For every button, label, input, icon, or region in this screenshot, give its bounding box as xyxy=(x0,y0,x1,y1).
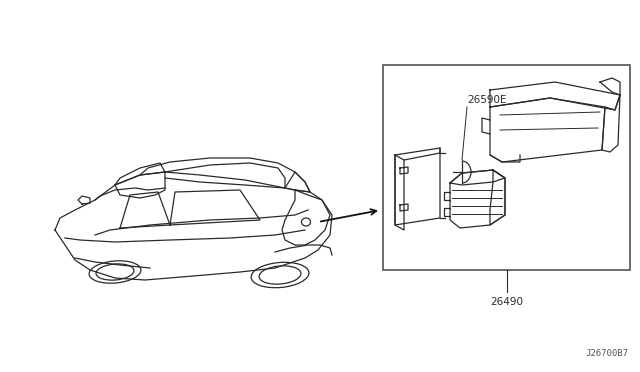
Bar xyxy=(383,65,630,270)
Text: 26490: 26490 xyxy=(490,297,523,307)
Text: J26700B7: J26700B7 xyxy=(585,349,628,358)
Text: 26590E: 26590E xyxy=(467,95,506,105)
